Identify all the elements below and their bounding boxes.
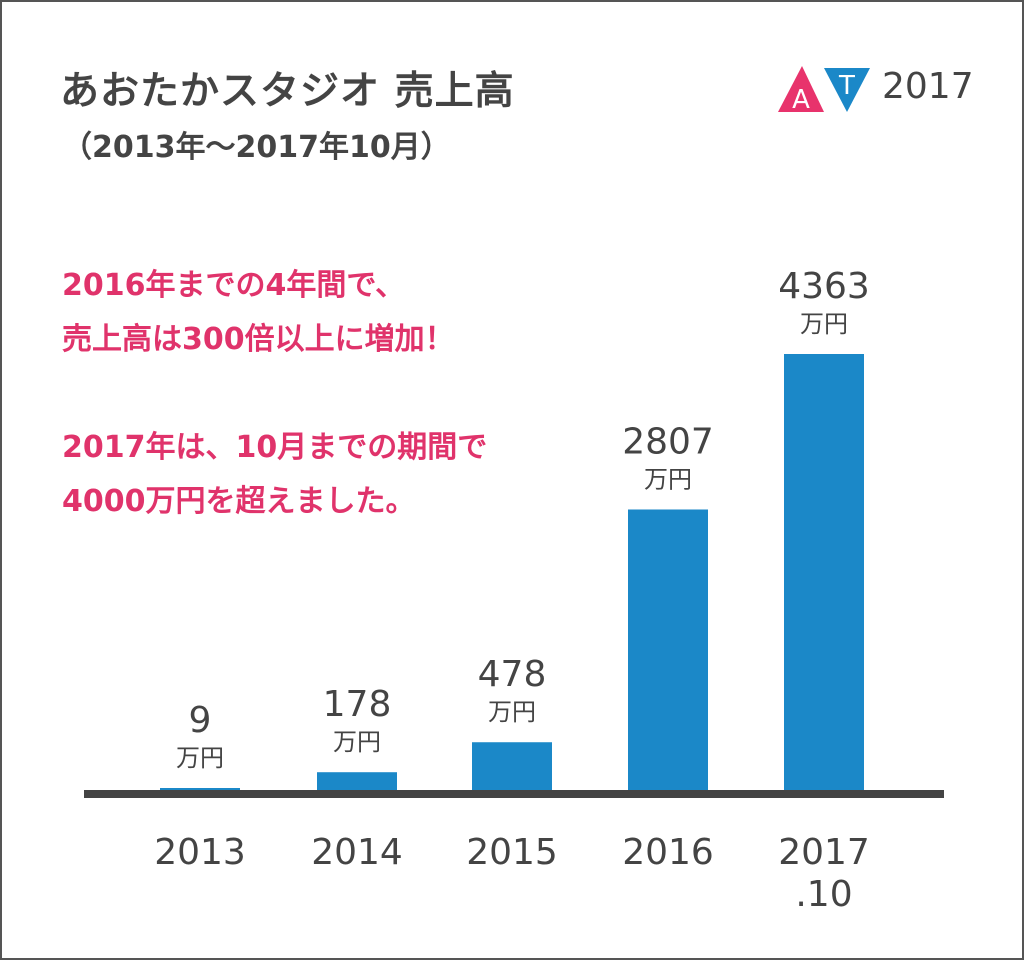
category-label-1: 2014 <box>311 832 403 873</box>
data-label-unit-4: 万円 <box>800 310 848 338</box>
category-label-3: 2016 <box>622 832 714 873</box>
logo-triangle-pink <box>778 66 824 112</box>
chart-subtitle: （2013年〜2017年10月） <box>62 130 451 165</box>
chart-title: あおたかスタジオ 売上高 <box>60 69 515 114</box>
data-label-unit-2: 万円 <box>488 698 536 726</box>
data-label-unit-0: 万円 <box>176 744 224 772</box>
data-label-unit-1: 万円 <box>333 728 381 756</box>
data-label-0: 9 <box>189 700 212 741</box>
category-label-0: 2013 <box>154 832 246 873</box>
logo-letter-t: T <box>838 71 855 101</box>
bar-1 <box>317 772 397 790</box>
category-label-4-line-0: 2017 <box>778 832 870 873</box>
data-label-1: 178 <box>323 684 392 725</box>
bar-4 <box>784 354 864 790</box>
logo-triangle-blue <box>824 68 870 112</box>
logo-letter-a: A <box>792 85 810 115</box>
note-line-1: 2016年までの4年間で、 <box>62 268 406 303</box>
category-label-2: 2015 <box>466 832 558 873</box>
note-line-4: 4000万円を超えました。 <box>62 484 416 519</box>
logo-year: 2017 <box>882 66 974 107</box>
brand-logo: A T <box>778 66 870 115</box>
data-label-4: 4363 <box>778 266 870 307</box>
note-line-2: 売上高は300倍以上に増加！ <box>62 322 455 357</box>
data-label-3: 2807 <box>622 421 714 462</box>
note-line-3: 2017年は、10月までの期間で <box>62 430 488 465</box>
bar-3 <box>628 509 708 790</box>
data-label-2: 478 <box>478 654 547 695</box>
x-axis-baseline <box>84 790 944 798</box>
bar-2 <box>472 742 552 790</box>
data-label-unit-3: 万円 <box>644 465 692 493</box>
category-label-4-line-1: .10 <box>795 874 852 915</box>
bar-0 <box>160 788 240 790</box>
